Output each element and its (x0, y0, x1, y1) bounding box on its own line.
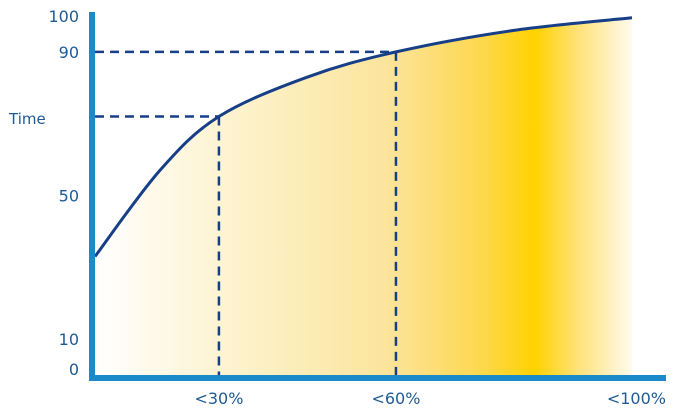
area-fill (95, 17, 632, 375)
y-tick-label: 50 (59, 187, 79, 206)
y-axis-label: Time (8, 110, 46, 128)
x-tick-label: <30% (194, 389, 243, 408)
curve-line (93, 16, 633, 258)
y-tick-label: 10 (59, 330, 79, 349)
y-tick-label: 100 (48, 7, 79, 26)
x-tick-label: <100% (607, 389, 666, 408)
y-tick-label: 0 (69, 360, 79, 379)
x-tick-label: <60% (371, 389, 420, 408)
y-tick-label: 90 (59, 43, 79, 62)
